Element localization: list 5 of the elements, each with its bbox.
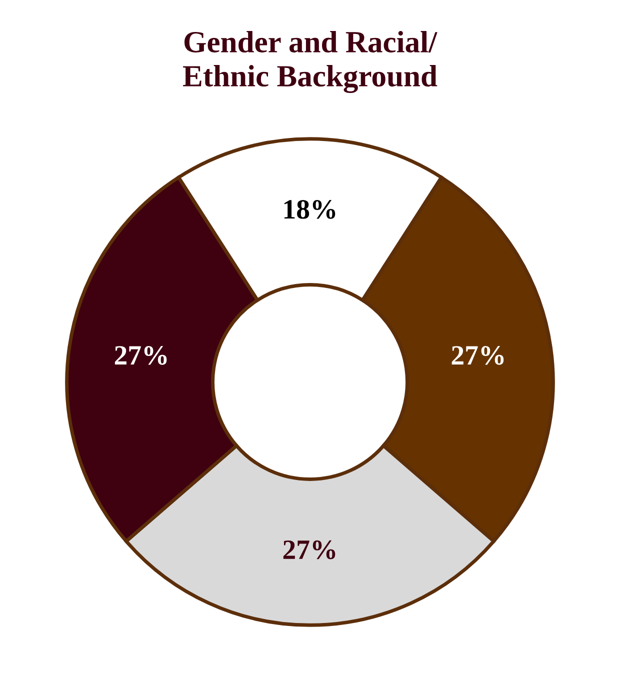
data-label: 27% <box>114 346 167 365</box>
data-label: 18% <box>284 200 336 219</box>
data-label: 27% <box>283 540 336 560</box>
data-label: 27% <box>452 346 504 365</box>
chart-title: Gender and Racial/ Ethnic Background <box>183 30 438 94</box>
